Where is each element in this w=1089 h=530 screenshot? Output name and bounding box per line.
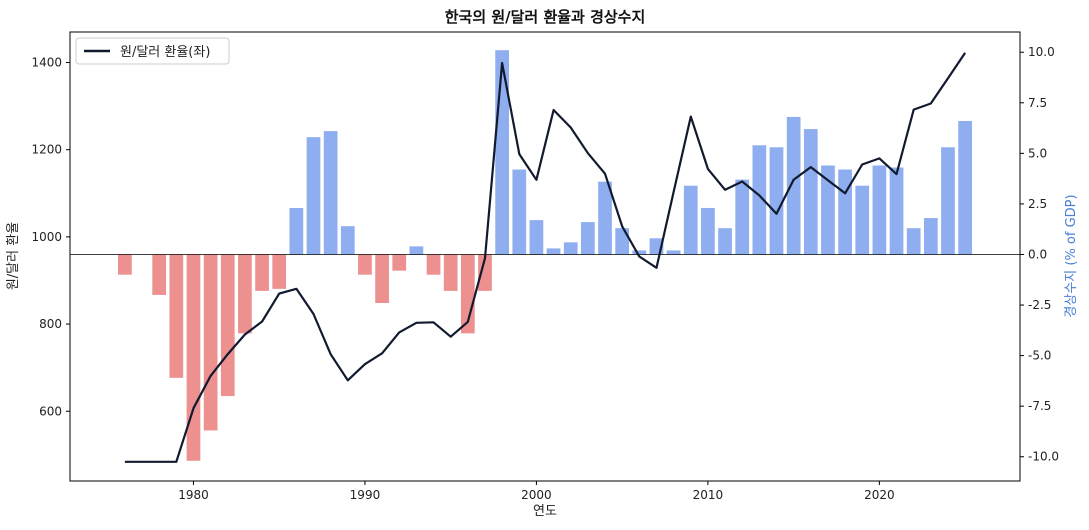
y-right-tick-label: 0.0 xyxy=(1028,247,1047,261)
current-account-bar xyxy=(426,254,441,275)
current-account-bar xyxy=(683,185,698,255)
current-account-bar xyxy=(272,254,287,289)
current-account-bar xyxy=(460,254,475,334)
y-left-axis-label: 원/달러 환율 xyxy=(6,222,21,290)
current-account-bar xyxy=(529,220,544,255)
current-account-bar xyxy=(306,137,321,255)
current-account-bar xyxy=(666,250,681,255)
current-account-bar xyxy=(495,50,509,255)
y-left-tick-label: 600 xyxy=(39,404,62,418)
y-right-tick-label: 5.0 xyxy=(1028,146,1047,160)
current-account-bar xyxy=(358,254,372,275)
y-right-axis: -10.0 -7.5 -5.0 -2.5 0.0 2.5 5.0 7.5 10.0 xyxy=(1020,45,1059,464)
y-right-tick-label: 2.5 xyxy=(1028,197,1047,211)
x-tick-label: 1980 xyxy=(178,488,209,502)
current-account-bar xyxy=(958,120,972,255)
current-account-bar xyxy=(118,254,132,275)
current-account-bar xyxy=(238,254,252,334)
y-left-tick-label: 1000 xyxy=(31,230,62,244)
current-account-bar xyxy=(203,254,218,431)
current-account-bar xyxy=(821,165,835,255)
legend-label: 원/달러 환율(좌) xyxy=(120,45,210,60)
x-tick-label: 2010 xyxy=(693,488,724,502)
current-account-bar xyxy=(838,169,852,255)
current-account-bar xyxy=(786,116,801,255)
current-account-bar xyxy=(546,248,561,255)
y-right-tick-label: -7.5 xyxy=(1028,399,1051,413)
current-account-bar xyxy=(941,147,955,255)
y-right-tick-label: 10.0 xyxy=(1028,45,1055,59)
y-right-tick-label: -2.5 xyxy=(1028,298,1051,312)
y-right-tick-label: -10.0 xyxy=(1028,450,1059,464)
y-right-tick-label: -5.0 xyxy=(1028,349,1051,363)
current-account-bar xyxy=(752,145,767,255)
y-left-tick-label: 800 xyxy=(39,317,62,331)
bars-layer xyxy=(118,50,972,461)
current-account-bar xyxy=(289,207,304,255)
current-account-bar xyxy=(186,254,201,461)
current-account-bar xyxy=(512,169,527,255)
current-account-bar xyxy=(478,254,492,291)
current-account-bar xyxy=(169,254,184,378)
x-tick-label: 2020 xyxy=(864,488,895,502)
current-account-bar xyxy=(392,254,407,271)
legend: 원/달러 환율(좌) xyxy=(75,37,230,65)
current-account-bar xyxy=(701,207,715,255)
current-account-bar xyxy=(803,129,818,255)
current-account-bar xyxy=(906,228,921,255)
x-axis-label: 연도 xyxy=(533,504,557,519)
legend-box xyxy=(75,37,230,65)
current-account-bar xyxy=(340,226,355,255)
line-layer xyxy=(124,52,967,463)
current-account-bar xyxy=(255,254,269,291)
y-right-axis-label: 경상수지 (% of GDP) xyxy=(1064,194,1079,317)
y-left-axis: 600 800 1000 1200 1400 xyxy=(31,56,70,418)
y-left-tick-label: 1400 xyxy=(31,56,62,70)
x-tick-label: 1990 xyxy=(350,488,381,502)
current-account-bar xyxy=(872,165,887,255)
y-right-tick-label: 7.5 xyxy=(1028,96,1047,110)
current-account-bar xyxy=(375,254,389,304)
current-account-bar xyxy=(220,254,235,397)
current-account-bar xyxy=(855,185,870,255)
current-account-bar xyxy=(632,250,647,255)
current-account-bar xyxy=(443,254,458,291)
current-account-bar xyxy=(769,147,784,255)
exchange-rate-line xyxy=(124,52,967,463)
plot-frame xyxy=(69,31,1021,482)
current-account-bar xyxy=(598,181,612,255)
current-account-bar xyxy=(615,228,630,255)
current-account-bar xyxy=(718,228,732,255)
current-account-bar xyxy=(152,254,167,295)
current-account-bar xyxy=(409,246,424,255)
x-axis: 1980 1990 2000 2010 2020 xyxy=(178,481,895,502)
current-account-bar xyxy=(323,131,338,255)
current-account-bar xyxy=(889,167,904,255)
x-tick-label: 2000 xyxy=(521,488,552,502)
current-account-bar xyxy=(563,242,578,255)
current-account-bar xyxy=(735,179,750,255)
y-left-tick-label: 1200 xyxy=(31,143,62,157)
current-account-bar xyxy=(923,218,938,255)
current-account-bar xyxy=(581,222,595,255)
chart-title: 한국의 원/달러 환율과 경상수지 xyxy=(445,8,646,26)
